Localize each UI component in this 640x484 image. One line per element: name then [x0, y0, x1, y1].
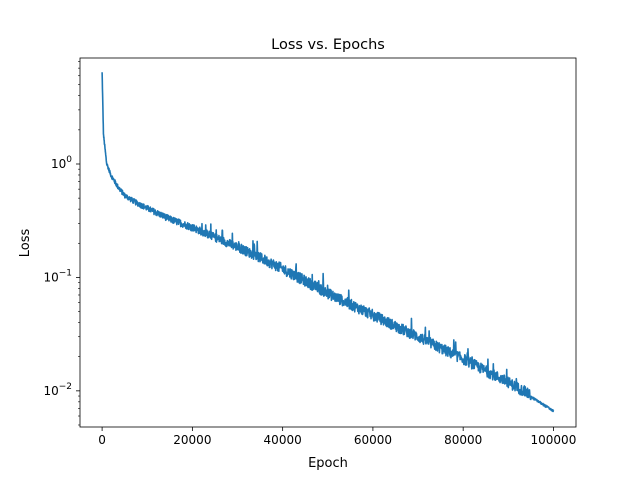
y-axis: 10−2 10−1 100: [43, 61, 80, 426]
x-axis: 0 20000 40000 60000 80000 100000: [98, 427, 576, 447]
x-tick-label: 100000: [531, 433, 577, 447]
x-axis-label: Epoch: [308, 456, 348, 471]
y-axis-label: Loss: [18, 229, 33, 258]
x-tick-label: 60000: [354, 433, 392, 447]
y-tick-label: 10−2: [43, 382, 72, 398]
x-tick-label: 80000: [444, 433, 482, 447]
series-layer: [101, 72, 555, 413]
loss-series-line: [101, 72, 555, 413]
x-tick-label: 0: [98, 433, 106, 447]
x-tick-label: 20000: [173, 433, 211, 447]
plot-frame: [79, 57, 577, 428]
x-tick-label: 40000: [264, 433, 302, 447]
chart-title: Loss vs. Epochs: [271, 37, 385, 53]
y-tick-label: 10−1: [43, 268, 72, 284]
y-tick-label: 100: [51, 155, 72, 171]
